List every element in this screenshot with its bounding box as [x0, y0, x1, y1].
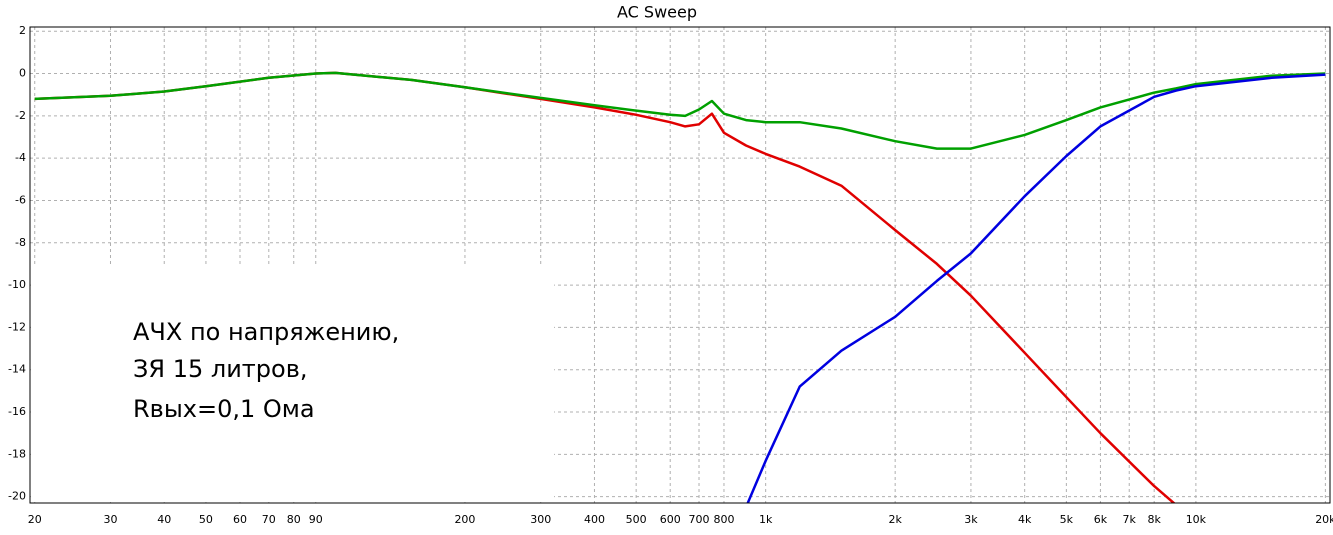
x-tick-label: 7k	[1123, 513, 1137, 526]
x-tick-label: 80	[287, 513, 301, 526]
y-tick-label: -16	[8, 405, 26, 418]
x-tick-label: 200	[454, 513, 475, 526]
annotation-box	[31, 266, 554, 502]
x-tick-label: 8k	[1147, 513, 1161, 526]
x-tick-label: 800	[713, 513, 734, 526]
y-tick-label: -20	[8, 490, 26, 503]
y-tick-label: -2	[15, 109, 26, 122]
y-tick-label: -8	[15, 236, 26, 249]
x-tick-label: 40	[157, 513, 171, 526]
x-tick-label: 5k	[1060, 513, 1074, 526]
x-tick-label: 60	[233, 513, 247, 526]
x-tick-label: 6k	[1094, 513, 1108, 526]
y-tick-label: -10	[8, 278, 26, 291]
series-line	[746, 73, 1326, 503]
y-tick-label: 0	[19, 67, 26, 80]
series-line	[34, 71, 1326, 150]
y-tick-label: -6	[15, 193, 26, 206]
x-tick-label: 30	[103, 513, 117, 526]
chart-title: AC Sweep	[617, 3, 697, 22]
y-tick-label: -14	[8, 363, 26, 376]
x-tick-label: 20k	[1315, 513, 1333, 526]
x-tick-label: 90	[309, 513, 323, 526]
x-tick-label: 500	[626, 513, 647, 526]
x-tick-label: 20	[28, 513, 42, 526]
annotation: АЧХ по напряжению,	[133, 318, 399, 346]
x-tick-label: 700	[689, 513, 710, 526]
y-tick-label: -4	[15, 151, 26, 164]
x-tick-label: 4k	[1018, 513, 1032, 526]
x-tick-label: 70	[262, 513, 276, 526]
y-tick-label: -12	[8, 320, 26, 333]
x-tick-label: 2k	[888, 513, 902, 526]
x-tick-label: 400	[584, 513, 605, 526]
x-tick-label: 10k	[1186, 513, 1207, 526]
x-tick-label: 50	[199, 513, 213, 526]
x-tick-label: 3k	[964, 513, 978, 526]
annotation: ЗЯ 15 литров,	[133, 355, 307, 383]
x-tick-label: 600	[660, 513, 681, 526]
x-tick-label: 300	[530, 513, 551, 526]
x-tick-label: 1k	[759, 513, 773, 526]
lines	[34, 71, 1326, 503]
y-tick-label: 2	[19, 24, 26, 37]
annotation: Rвых=0,1 Ома	[133, 395, 315, 423]
y-tick-label: -18	[8, 447, 26, 460]
plot-border	[29, 26, 1331, 504]
